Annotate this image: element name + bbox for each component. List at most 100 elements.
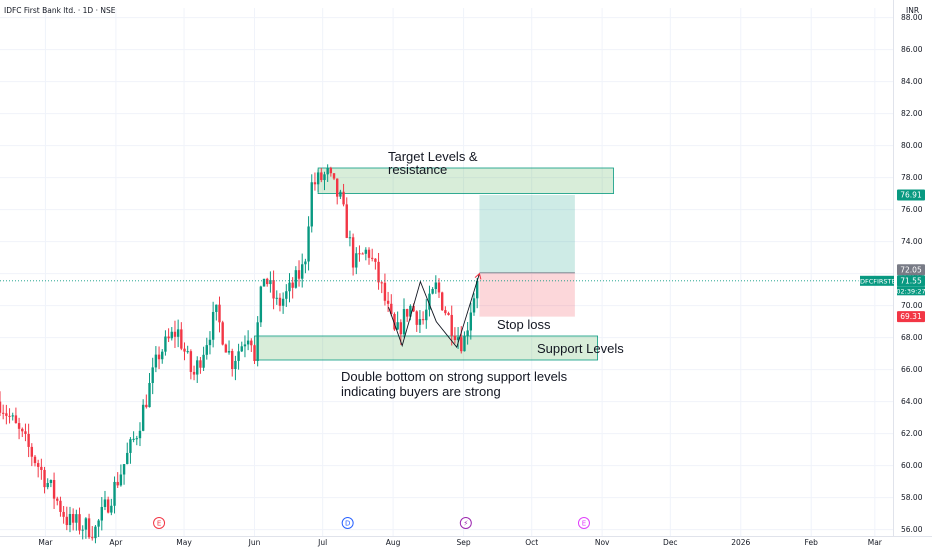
- candle[interactable]: [428, 285, 431, 317]
- target-label-line2[interactable]: resistance: [388, 162, 447, 177]
- candle[interactable]: [370, 248, 374, 262]
- candle[interactable]: [342, 183, 345, 207]
- candle[interactable]: [180, 322, 183, 351]
- candle[interactable]: [475, 277, 479, 309]
- candle[interactable]: [40, 458, 43, 480]
- candle[interactable]: [170, 327, 173, 341]
- candle[interactable]: [243, 335, 247, 358]
- candle[interactable]: [231, 348, 234, 377]
- candle[interactable]: [259, 285, 263, 327]
- candle[interactable]: [285, 284, 288, 307]
- candle[interactable]: [323, 171, 326, 191]
- candle[interactable]: [361, 252, 364, 255]
- candle[interactable]: [215, 304, 218, 321]
- candle[interactable]: [0, 391, 2, 417]
- candle[interactable]: [250, 338, 253, 353]
- pattern-line[interactable]: [388, 273, 480, 349]
- candle[interactable]: [24, 423, 27, 442]
- candle[interactable]: [110, 498, 113, 516]
- note-line1[interactable]: Double bottom on strong support levels: [341, 369, 568, 384]
- candle[interactable]: [301, 253, 304, 288]
- candle[interactable]: [62, 505, 65, 524]
- target-label-line1[interactable]: Target Levels &: [388, 149, 478, 164]
- candle[interactable]: [91, 526, 94, 541]
- candle[interactable]: [68, 506, 72, 533]
- dividend-icon[interactable]: D: [341, 517, 354, 529]
- candle[interactable]: [358, 245, 361, 262]
- candle[interactable]: [377, 252, 380, 290]
- candle[interactable]: [281, 292, 285, 314]
- candle[interactable]: [148, 372, 151, 408]
- candle[interactable]: [27, 423, 30, 458]
- support-label[interactable]: Support Levels: [537, 341, 624, 356]
- candle[interactable]: [186, 345, 189, 354]
- candle[interactable]: [339, 189, 342, 200]
- candle[interactable]: [94, 525, 97, 544]
- candle[interactable]: [396, 311, 399, 331]
- candle[interactable]: [224, 343, 228, 353]
- candle[interactable]: [116, 472, 119, 489]
- candle[interactable]: [383, 273, 387, 306]
- candle[interactable]: [36, 459, 40, 478]
- candle[interactable]: [463, 331, 466, 352]
- candle[interactable]: [46, 478, 49, 490]
- candle[interactable]: [313, 172, 317, 191]
- time-axis[interactable]: Mar Apr May Jun Jul Aug Sep Oct Nov Dec 2026 Feb Mar: [38, 538, 882, 547]
- candle[interactable]: [304, 258, 307, 274]
- candle[interactable]: [269, 271, 272, 293]
- note-line2[interactable]: indicating buyers are strong: [341, 384, 501, 399]
- candle[interactable]: [278, 293, 282, 312]
- candle[interactable]: [240, 341, 243, 353]
- candle[interactable]: [386, 291, 390, 312]
- candle[interactable]: [126, 442, 129, 465]
- candle[interactable]: [221, 320, 224, 346]
- candle[interactable]: [329, 166, 333, 177]
- candle[interactable]: [161, 349, 164, 364]
- stop-loss-label[interactable]: Stop loss: [497, 317, 551, 332]
- candle[interactable]: [237, 343, 240, 370]
- candle[interactable]: [132, 431, 135, 443]
- candle[interactable]: [262, 278, 266, 287]
- candle[interactable]: [266, 277, 269, 287]
- candle[interactable]: [192, 365, 196, 381]
- candle[interactable]: [450, 305, 453, 346]
- split-icon[interactable]: ⚡: [459, 517, 472, 529]
- candle[interactable]: [65, 506, 69, 531]
- candle[interactable]: [447, 311, 450, 316]
- candle[interactable]: [199, 356, 202, 374]
- candle[interactable]: [418, 310, 422, 334]
- candle[interactable]: [122, 464, 126, 485]
- candle[interactable]: [145, 394, 148, 409]
- candle[interactable]: [421, 311, 425, 325]
- candle[interactable]: [294, 266, 298, 289]
- candle[interactable]: [59, 496, 62, 517]
- candle[interactable]: [431, 287, 434, 295]
- candle[interactable]: [405, 308, 409, 322]
- candle[interactable]: [332, 173, 336, 181]
- candle[interactable]: [453, 327, 457, 344]
- candle[interactable]: [297, 260, 301, 287]
- candle[interactable]: [310, 174, 313, 233]
- candle[interactable]: [119, 464, 123, 487]
- candle[interactable]: [234, 355, 237, 381]
- candle[interactable]: [100, 497, 103, 531]
- candle[interactable]: [33, 455, 37, 467]
- candle[interactable]: [444, 306, 447, 316]
- candle[interactable]: [469, 302, 473, 340]
- candle[interactable]: [472, 293, 476, 316]
- target-resistance-zone[interactable]: [317, 167, 614, 195]
- event-markers[interactable]: E D ⚡ E: [153, 517, 590, 529]
- candle[interactable]: [196, 356, 199, 383]
- candle[interactable]: [246, 330, 250, 351]
- candle[interactable]: [173, 320, 177, 348]
- candle[interactable]: [141, 399, 145, 432]
- candle[interactable]: [364, 247, 368, 261]
- earnings-icon[interactable]: E: [577, 517, 590, 529]
- candle[interactable]: [227, 340, 231, 355]
- candle[interactable]: [5, 404, 8, 425]
- candle[interactable]: [183, 342, 186, 361]
- candle[interactable]: [138, 422, 142, 447]
- candle[interactable]: [307, 216, 310, 271]
- candle[interactable]: [320, 168, 323, 183]
- candle[interactable]: [21, 427, 24, 438]
